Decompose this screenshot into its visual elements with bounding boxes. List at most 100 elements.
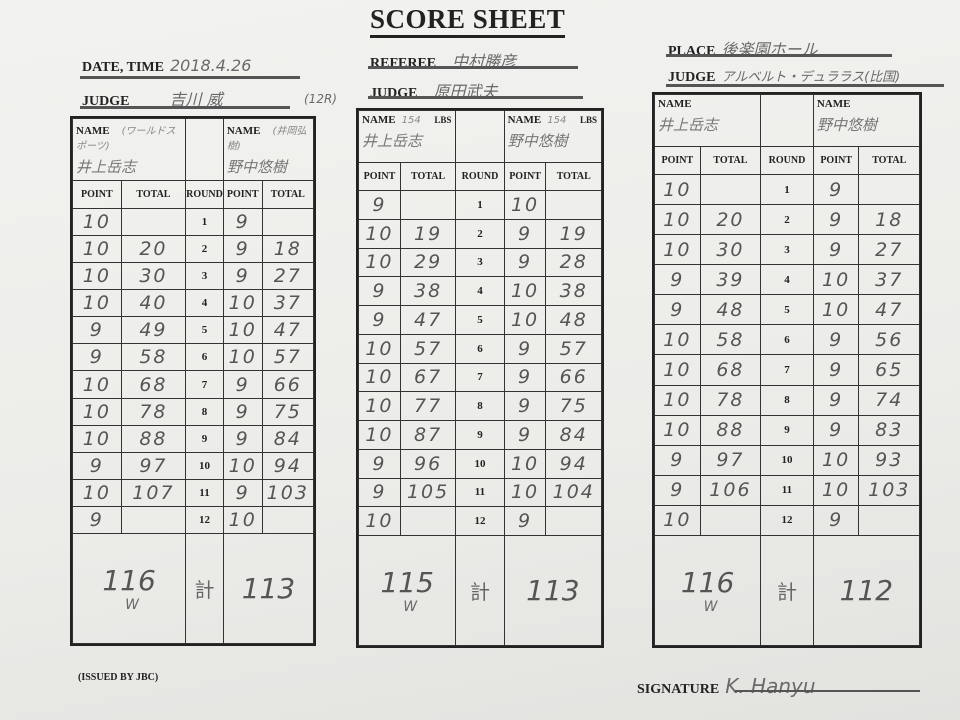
- right-point: 10: [812, 264, 860, 296]
- round-row: 10 29 3 9 28: [358, 247, 602, 278]
- left-total: 48: [699, 294, 762, 326]
- right-point: 10: [503, 305, 547, 335]
- right-point: 9: [812, 324, 860, 356]
- left-boxer-name: NAME (ワールドスポーツ) 井上岳志: [71, 118, 187, 181]
- right-point: 9: [812, 504, 860, 537]
- round-row: 9 49 5 10 47: [72, 316, 315, 345]
- round-row: 10 30 3 9 27: [654, 234, 920, 266]
- right-point: 9: [222, 370, 263, 399]
- round-row: 9 48 5 10 47: [654, 294, 920, 326]
- right-point: 9: [812, 354, 860, 386]
- left-point: 10: [654, 324, 701, 356]
- left-total: 97: [699, 444, 762, 476]
- round-row: 9 47 5 10 48: [358, 305, 602, 335]
- round-number: 2: [760, 204, 814, 236]
- round-number: 11: [455, 477, 505, 508]
- round-row: 10 12 9: [358, 506, 602, 536]
- left-total: 68: [699, 354, 762, 386]
- left-total: 49: [120, 316, 187, 345]
- round-number: 8: [455, 391, 505, 421]
- round-row: 10 68 7 9 66: [72, 370, 315, 399]
- round-row: 9 1 10: [358, 190, 602, 220]
- round-number: 8: [185, 397, 224, 426]
- left-total: 107: [120, 478, 187, 507]
- judge1-field: JUDGE 吉川 威: [82, 86, 223, 110]
- right-total: [261, 505, 315, 535]
- right-point: 9: [222, 235, 263, 264]
- right-final-total: 113: [222, 533, 315, 644]
- right-point: 9: [503, 247, 547, 278]
- round-row: 10 78 8 9 75: [72, 397, 315, 426]
- round-number: 11: [760, 474, 814, 506]
- right-point: 9: [812, 234, 860, 266]
- right-total: 38: [545, 276, 602, 306]
- round-number: 10: [185, 451, 224, 480]
- round-row: 10 20 2 9 18: [72, 235, 315, 264]
- right-point: 10: [503, 276, 547, 306]
- round-row: 10 12 9: [654, 504, 920, 537]
- column-header-point: POINT: [503, 162, 547, 191]
- right-point: 10: [222, 316, 263, 345]
- round-row: 9 96 10 10 94: [358, 448, 602, 479]
- left-total: [120, 207, 187, 237]
- left-total: 40: [120, 289, 187, 318]
- right-point: 9: [222, 397, 263, 426]
- column-header-point: POINT: [72, 180, 122, 209]
- left-total: 47: [399, 305, 457, 335]
- left-point: 9: [72, 451, 122, 480]
- round-row: 10 58 6 9 56: [654, 324, 920, 356]
- left-total: [399, 190, 457, 220]
- final-total-row: 116 W 計 113: [71, 533, 315, 644]
- right-point: 9: [222, 262, 263, 291]
- score-card-judge1: NAME (ワールドスポーツ) 井上岳志 NAME (井岡弘樹) 野中悠樹 POINT TOT…: [70, 116, 316, 646]
- right-total: [858, 173, 920, 206]
- right-total: 48: [545, 305, 602, 335]
- round-number: 6: [760, 324, 814, 356]
- round-number: 5: [455, 305, 505, 335]
- column-header-total: TOTAL: [545, 162, 602, 191]
- left-point: 10: [358, 420, 401, 450]
- right-total: 18: [261, 235, 315, 264]
- round-number: 4: [455, 276, 505, 306]
- right-point: 9: [812, 204, 860, 236]
- signature-value: K. Hanyu: [725, 674, 816, 698]
- left-total: 57: [399, 333, 457, 364]
- left-total: [399, 506, 457, 536]
- round-row: 9 97 10 10 93: [654, 444, 920, 476]
- round-row: 9 58 6 10 57: [72, 343, 315, 372]
- final-total-row: 115 W 計 113: [357, 535, 603, 646]
- right-total: 75: [545, 391, 602, 421]
- round-number: 2: [185, 235, 224, 264]
- right-total: 27: [261, 262, 315, 291]
- round-number: 11: [185, 478, 224, 507]
- left-point: 10: [654, 504, 701, 537]
- round-row: 10 78 8 9 74: [654, 384, 920, 416]
- round-number: 9: [455, 420, 505, 450]
- left-boxer-name: NAME 井上岳志: [653, 94, 762, 147]
- round-row: 10 40 4 10 37: [72, 289, 315, 318]
- right-point: 10: [503, 477, 547, 508]
- left-total: 88: [120, 424, 187, 453]
- right-total: [545, 506, 602, 536]
- round-row: 10 30 3 9 27: [72, 262, 315, 291]
- left-point: 9: [654, 294, 701, 326]
- right-total: [858, 504, 920, 537]
- right-point: 10: [503, 448, 547, 479]
- left-total: 67: [399, 362, 457, 393]
- left-point: 10: [654, 234, 701, 266]
- round-number: 3: [185, 262, 224, 291]
- round-row: 10 88 9 9 84: [72, 424, 315, 453]
- round-row: 10 67 7 9 66: [358, 362, 602, 393]
- signature-label: SIGNATURE: [637, 682, 720, 697]
- round-row: 9 38 4 10 38: [358, 276, 602, 306]
- right-point: 9: [812, 384, 860, 416]
- round-number: 6: [455, 333, 505, 364]
- right-total: 103: [261, 478, 315, 507]
- round-row: 10 20 2 9 18: [654, 204, 920, 236]
- left-total: 78: [120, 397, 187, 426]
- column-header-total: TOTAL: [120, 180, 187, 209]
- left-total: 20: [699, 204, 762, 236]
- right-point: 9: [503, 362, 547, 393]
- left-total: 38: [399, 276, 457, 306]
